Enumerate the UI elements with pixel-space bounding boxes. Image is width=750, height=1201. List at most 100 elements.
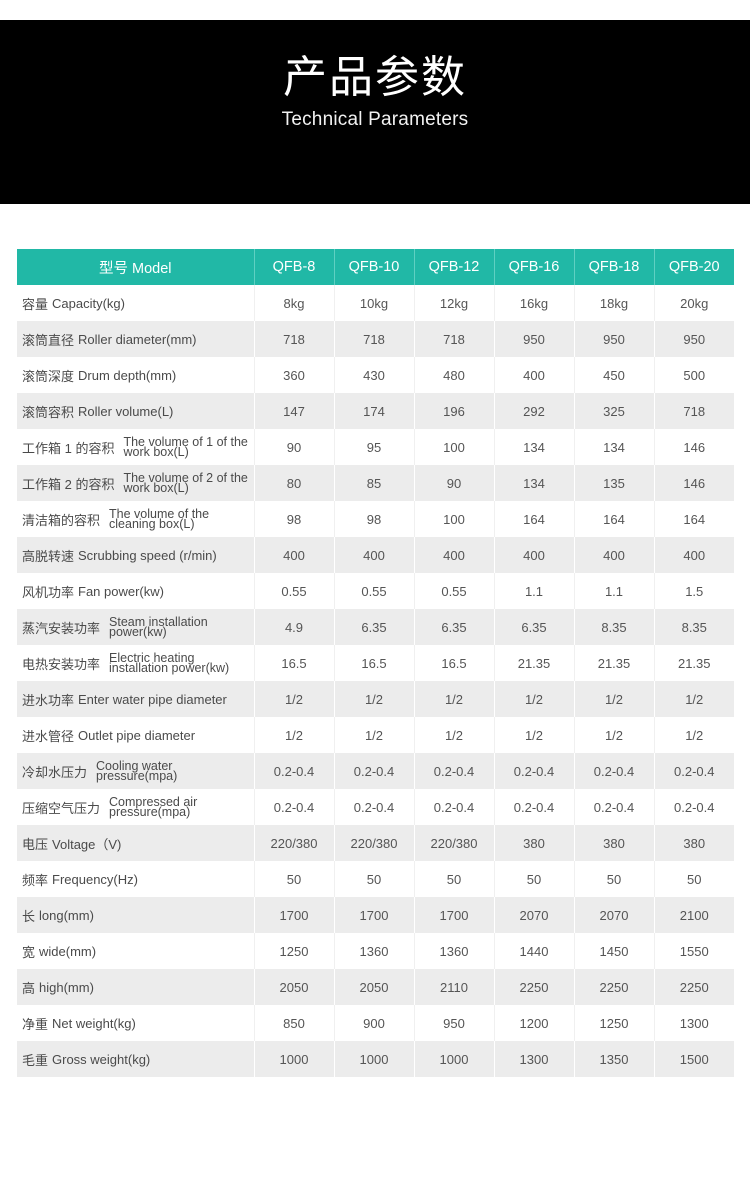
value-cell-qfb-16: 134 — [493, 465, 574, 501]
parameter-name-english: wide(mm) — [39, 943, 97, 959]
parameter-label-group: 电压 Voltage（V) — [22, 834, 254, 853]
value-cell-qfb-18: 1/2 — [573, 717, 654, 753]
parameter-label: 工作箱 2 的容积 The volume of 2 of the work box… — [17, 465, 254, 501]
value-cell-qfb-16: 380 — [493, 825, 574, 861]
value-cell-qfb-10: 95 — [333, 429, 414, 465]
parameter-name-chinese: 蒸汽安装功率 — [22, 620, 101, 636]
value-cell-qfb-18: 1350 — [573, 1041, 654, 1077]
header-model-qfb-10: QFB-10 — [333, 249, 414, 285]
value-cell-qfb-20: 21.35 — [653, 645, 734, 681]
value-cell-qfb-20: 2250 — [653, 969, 734, 1005]
value-cell-qfb-16: 400 — [493, 537, 574, 573]
value-cell-qfb-12: 50 — [413, 861, 494, 897]
value-cell-qfb-20: 146 — [653, 429, 734, 465]
value-cell-qfb-20: 1/2 — [653, 717, 734, 753]
value-cell-qfb-16: 1/2 — [493, 681, 574, 717]
value-cell-qfb-16: 16kg — [493, 285, 574, 321]
parameter-label: 电热安装功率 Electric heating installation powe… — [17, 645, 254, 681]
parameter-label: 电压 Voltage（V) — [17, 825, 254, 861]
value-cell-qfb-10: 0.55 — [333, 573, 414, 609]
value-cell-qfb-12: 1700 — [413, 897, 494, 933]
value-cell-qfb-12: 400 — [413, 537, 494, 573]
value-cell-qfb-16: 292 — [493, 393, 574, 429]
value-cell-qfb-10: 900 — [333, 1005, 414, 1041]
value-cell-qfb-18: 1450 — [573, 933, 654, 969]
parameter-name-chinese: 风机功率 — [22, 584, 75, 600]
parameter-label-group: 滚筒深度 Drum depth(mm) — [22, 366, 254, 385]
value-cell-qfb-10: 6.35 — [333, 609, 414, 645]
parameter-name-english: The volume of 1 of the work box(L) — [123, 435, 248, 459]
value-cell-qfb-12: 12kg — [413, 285, 494, 321]
value-cell-qfb-10: 1000 — [333, 1041, 414, 1077]
value-cell-qfb-8: 2050 — [253, 969, 334, 1005]
value-cell-qfb-10: 220/380 — [333, 825, 414, 861]
table-row: 压缩空气压力 Compressed air pressure(mpa) 0.2-0.… — [17, 789, 734, 825]
table-row: 进水管径 Outlet pipe diameter 1/2 1/2 1/2 1/2 1/2 1… — [17, 717, 734, 753]
table-row: 高脱转速 Scrubbing speed (r/min) 400 400 400 400 4… — [17, 537, 734, 573]
parameter-name-english: Gross weight(kg) — [52, 1051, 151, 1067]
value-cell-qfb-20: 0.2-0.4 — [653, 789, 734, 825]
value-cell-qfb-16: 1440 — [493, 933, 574, 969]
table-row: 容量 Capacity(kg) 8kg 10kg 12kg 16kg 18kg 20kg — [17, 285, 734, 321]
parameter-name-chinese: 高 — [22, 980, 36, 996]
value-cell-qfb-8: 16.5 — [253, 645, 334, 681]
parameter-label-group: 蒸汽安装功率 Steam installation power(kw) — [22, 615, 254, 639]
parameter-label: 工作箱 1 的容积 The volume of 1 of the work box… — [17, 429, 254, 465]
value-cell-qfb-16: 0.2-0.4 — [493, 789, 574, 825]
value-cell-qfb-12: 16.5 — [413, 645, 494, 681]
parameter-name-english: The volume of 2 of the work box(L) — [123, 471, 248, 495]
page-title-english: Technical Parameters — [281, 109, 469, 130]
parameter-label-group: 电热安装功率 Electric heating installation powe… — [22, 652, 254, 675]
value-cell-qfb-8: 8kg — [253, 285, 334, 321]
parameter-label: 冷却水压力 Cooling water pressure(mpa) — [17, 753, 254, 789]
parameter-name-english: Roller volume(L) — [78, 403, 174, 419]
value-cell-qfb-18: 0.2-0.4 — [573, 753, 654, 789]
value-cell-qfb-20: 380 — [653, 825, 734, 861]
value-cell-qfb-12: 90 — [413, 465, 494, 501]
parameter-label-group: 高 high(mm) — [22, 978, 254, 997]
value-cell-qfb-12: 100 — [413, 501, 494, 537]
value-cell-qfb-8: 220/380 — [253, 825, 334, 861]
value-cell-qfb-12: 6.35 — [413, 609, 494, 645]
value-cell-qfb-8: 1250 — [253, 933, 334, 969]
value-cell-qfb-8: 850 — [253, 1005, 334, 1041]
value-cell-qfb-20: 500 — [653, 357, 734, 393]
parameter-label: 进水功率 Enter water pipe diameter — [17, 681, 254, 717]
page-title-chinese: 产品参数 — [283, 52, 467, 103]
value-cell-qfb-18: 400 — [573, 537, 654, 573]
parameter-name-chinese: 冷却水压力 — [22, 764, 88, 780]
parameter-label-group: 净重 Net weight(kg) — [22, 1014, 254, 1033]
parameter-label: 蒸汽安装功率 Steam installation power(kw) — [17, 609, 254, 645]
parameter-name-english: Steam installation power(kw) — [109, 615, 208, 639]
value-cell-qfb-8: 718 — [253, 321, 334, 357]
value-cell-qfb-8: 0.2-0.4 — [253, 789, 334, 825]
value-cell-qfb-12: 1/2 — [413, 681, 494, 717]
value-cell-qfb-8: 1700 — [253, 897, 334, 933]
value-cell-qfb-20: 164 — [653, 501, 734, 537]
table-row: 滚筒深度 Drum depth(mm) 360 430 480 400 450 500 — [17, 357, 734, 393]
value-cell-qfb-20: 718 — [653, 393, 734, 429]
parameter-name-english: Voltage（V) — [52, 836, 122, 852]
value-cell-qfb-18: 380 — [573, 825, 654, 861]
value-cell-qfb-16: 2070 — [493, 897, 574, 933]
value-cell-qfb-20: 1.5 — [653, 573, 734, 609]
parameter-name-english: Compressed air pressure(mpa) — [109, 795, 198, 819]
parameter-name-chinese: 滚筒深度 — [22, 368, 75, 384]
value-cell-qfb-12: 2110 — [413, 969, 494, 1005]
value-cell-qfb-8: 147 — [253, 393, 334, 429]
parameter-label-group: 宽 wide(mm) — [22, 942, 254, 961]
technical-parameters-table: 型号 Model QFB-8 QFB-10 QFB-12 QFB-16 QFB-… — [17, 249, 734, 1077]
parameter-name-chinese: 高脱转速 — [22, 548, 75, 564]
header-model-qfb-20: QFB-20 — [653, 249, 734, 285]
value-cell-qfb-8: 98 — [253, 501, 334, 537]
value-cell-qfb-20: 8.35 — [653, 609, 734, 645]
table-row: 工作箱 1 的容积 The volume of 1 of the work box… — [17, 429, 734, 465]
table-row: 风机功率 Fan power(kw) 0.55 0.55 0.55 1.1 1.1 1.5 — [17, 573, 734, 609]
value-cell-qfb-20: 146 — [653, 465, 734, 501]
value-cell-qfb-20: 20kg — [653, 285, 734, 321]
parameter-label-group: 工作箱 1 的容积 The volume of 1 of the work box… — [22, 435, 254, 459]
value-cell-qfb-12: 0.2-0.4 — [413, 789, 494, 825]
parameter-name-chinese: 频率 — [22, 872, 49, 888]
value-cell-qfb-8: 1/2 — [253, 681, 334, 717]
value-cell-qfb-18: 134 — [573, 429, 654, 465]
